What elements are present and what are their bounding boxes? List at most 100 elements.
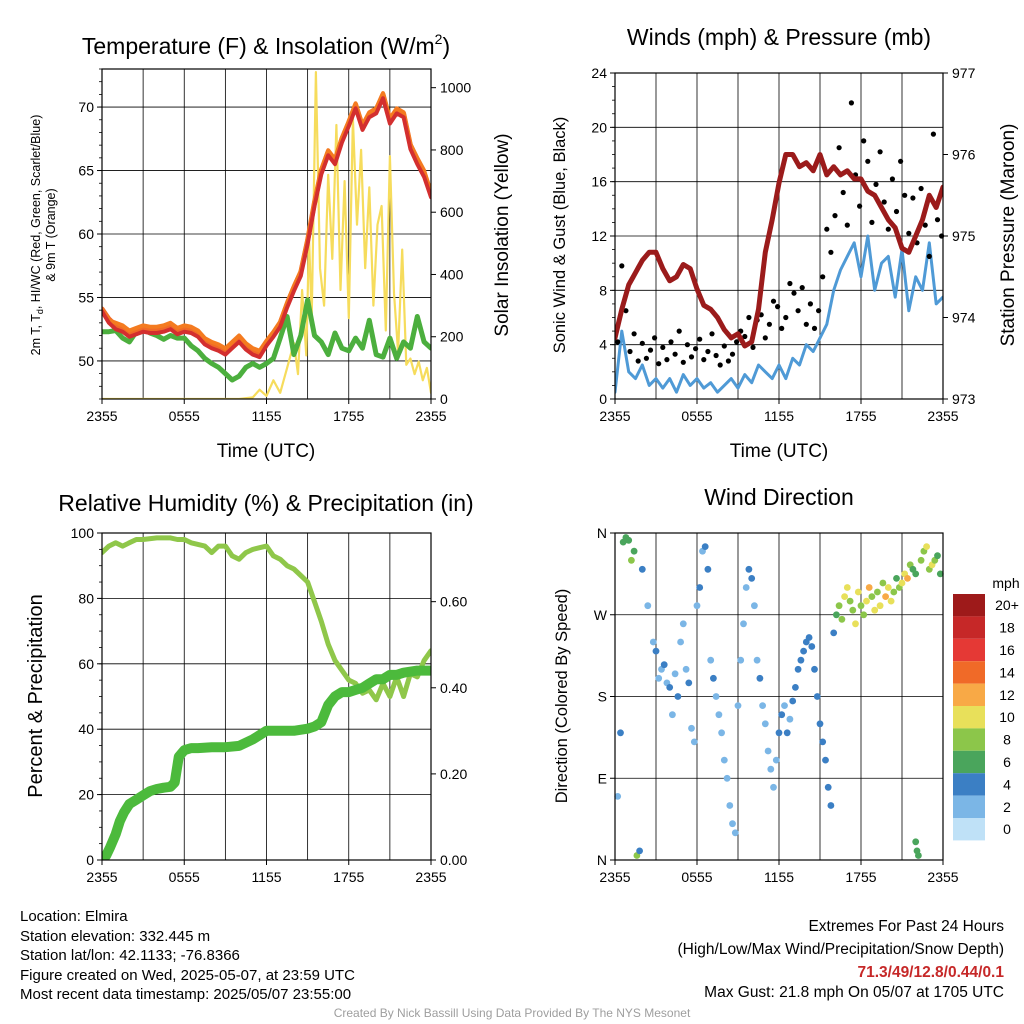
panel1-xlabel: Time (UTC) — [217, 441, 316, 462]
direction-point — [833, 611, 840, 619]
gust-point — [676, 328, 682, 334]
legend-swatch — [953, 683, 985, 706]
gust-point — [918, 185, 924, 192]
y-tick-label: 65 — [78, 163, 94, 179]
legend-label: 20+ — [995, 597, 1019, 613]
direction-point — [715, 711, 723, 719]
direction-point — [800, 647, 807, 655]
legend-swatch — [953, 773, 985, 796]
direction-point — [841, 593, 848, 600]
gust-point — [734, 339, 740, 345]
direction-point — [731, 829, 739, 837]
direction-point — [682, 665, 690, 673]
elevation-text: Station elevation: 332.445 m — [20, 927, 211, 945]
direction-point — [666, 684, 674, 691]
y-tick-label: E — [598, 770, 607, 786]
gust-point — [762, 335, 768, 341]
direction-point — [827, 802, 835, 809]
x-tick-label: 2355 — [927, 408, 958, 424]
y-tick-label: 50 — [78, 353, 94, 369]
gust-point — [795, 308, 801, 314]
gust-point — [652, 335, 658, 341]
x-tick-label: 1155 — [251, 869, 281, 885]
legend-swatch — [953, 818, 985, 841]
gust-point — [770, 298, 777, 304]
gust-point — [910, 195, 916, 201]
panel1-ylabel-line2: & 9m T (Orange) — [44, 188, 58, 281]
legend-label: 12 — [999, 687, 1015, 703]
max-gust-text: Max Gust: 21.8 mph On 05/07 at 1705 UTC — [704, 984, 1004, 1001]
direction-point — [712, 693, 720, 700]
y-tick-label: 100 — [71, 525, 95, 541]
rh-line — [102, 535, 431, 703]
direction-point — [915, 852, 922, 859]
y2-tick-label: 0 — [440, 391, 448, 407]
gust-point — [865, 158, 871, 164]
gust-point — [701, 357, 707, 363]
gust-point — [693, 346, 699, 352]
direction-point — [849, 606, 857, 614]
x-tick-label: 2355 — [86, 408, 117, 424]
direction-point — [816, 720, 824, 728]
y2-tick-label: 1000 — [440, 80, 471, 96]
latlon-text: Station lat/lon: 42.1133; -76.8366 — [20, 947, 240, 965]
gust-point — [647, 347, 654, 353]
direction-point — [685, 679, 693, 687]
direction-point — [781, 702, 788, 709]
gust-point — [775, 304, 781, 310]
humidity-precipitation-panel: Relative Humidity (%) & Precipitation (i… — [25, 490, 474, 885]
gust-point — [783, 314, 789, 321]
gust-point — [725, 358, 732, 364]
direction-point — [871, 606, 879, 614]
gust-point — [803, 321, 809, 327]
y-tick-label: 20 — [78, 787, 94, 803]
panel1-y2label: Solar Insolation (Yellow) — [492, 133, 513, 336]
gust-point — [660, 344, 666, 350]
direction-point — [786, 715, 794, 723]
extremes-values: 71.3/49/12.8/0.44/0.1 — [857, 964, 1004, 981]
winds-pressure-panel: Winds (mph) & Pressure (mb) 0 4 8 12 16 20 24 2… — [551, 24, 1019, 462]
y-tick-label: 60 — [78, 656, 94, 672]
gust-point — [885, 226, 891, 232]
direction-point — [696, 584, 704, 591]
direction-point — [628, 556, 635, 564]
x-tick-label: 2355 — [415, 869, 446, 885]
gust-point — [844, 222, 850, 228]
direction-point — [734, 702, 742, 709]
y2-tick-label: 0.20 — [440, 766, 467, 782]
direction-point — [671, 670, 679, 678]
panel2-ylabel: Sonic Wind & Gust (Blue, Black) — [551, 117, 569, 354]
y-tick-label: 24 — [591, 65, 607, 81]
direction-point — [904, 575, 911, 582]
direction-point — [865, 584, 873, 591]
direction-point — [655, 674, 663, 682]
temp-line — [102, 96, 431, 360]
speed-legend: mph 20+ 18 16 14 12 10 8 6 4 2 0 — [953, 575, 1020, 841]
direction-point — [761, 720, 769, 728]
direction-point — [857, 602, 865, 610]
gust-point — [664, 357, 670, 363]
x-tick-label: 2355 — [927, 869, 958, 885]
gust-point — [746, 314, 752, 321]
y2-tick-label: 977 — [952, 65, 976, 81]
plot-frame — [101, 532, 432, 861]
gust-point — [791, 290, 797, 296]
direction-point — [868, 593, 876, 600]
legend-swatch — [953, 728, 985, 751]
gust-point — [893, 208, 900, 215]
x-tick-label: 1155 — [251, 408, 281, 424]
plot-frame — [614, 72, 944, 400]
y2-tick-label: 0.40 — [440, 680, 467, 696]
legend-swatch — [953, 594, 985, 617]
plot-frame — [101, 68, 432, 400]
gust-point — [713, 352, 719, 359]
location-text: Location: Elmira — [20, 908, 128, 925]
panel4-title: Wind Direction — [704, 484, 854, 510]
y2-tick-label: 976 — [952, 147, 976, 163]
gust-point — [811, 325, 818, 331]
gust-point — [750, 344, 756, 350]
direction-point — [876, 602, 884, 610]
gust-point — [926, 253, 932, 259]
direction-point — [852, 620, 859, 628]
direction-point — [854, 588, 862, 596]
